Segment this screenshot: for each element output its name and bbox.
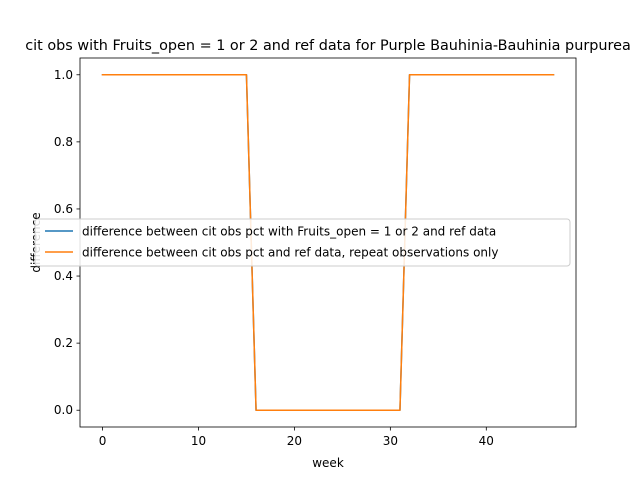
x-axis-ticks: 0 10 20 30 40 — [99, 427, 494, 448]
x-tick-label: 40 — [479, 434, 494, 448]
x-axis-label: week — [312, 456, 344, 470]
x-tick-label: 30 — [383, 434, 398, 448]
y-tick-label: 0.6 — [54, 202, 73, 216]
x-tick-label: 10 — [191, 434, 206, 448]
series-layer — [101, 74, 555, 411]
chart-title: cit obs with Fruits_open = 1 or 2 and re… — [25, 38, 631, 54]
x-tick-label: 0 — [99, 434, 107, 448]
y-tick-label: 0.8 — [54, 135, 73, 149]
y-tick-label: 0.4 — [54, 269, 73, 283]
y-tick-label: 0.2 — [54, 336, 73, 350]
y-tick-label: 0.0 — [54, 403, 73, 417]
legend-label-2: difference between cit obs pct and ref d… — [82, 246, 498, 260]
legend: difference between cit obs pct with Frui… — [34, 218, 571, 267]
y-axis-ticks: 0.0 0.2 0.4 0.6 0.8 1.0 — [54, 68, 80, 417]
y-tick-label: 1.0 — [54, 68, 73, 82]
x-tick-label: 20 — [287, 434, 302, 448]
series-line-2 — [101, 74, 555, 411]
legend-label-1: difference between cit obs pct with Frui… — [82, 225, 496, 239]
legend-box — [34, 218, 571, 267]
